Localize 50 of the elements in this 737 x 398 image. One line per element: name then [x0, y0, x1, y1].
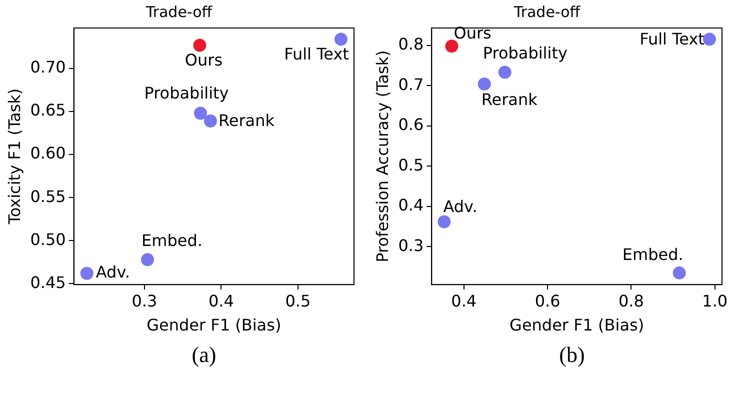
- x-axis-title: Gender F1 (Bias): [510, 316, 644, 335]
- chart-title: Trade-off: [144, 2, 213, 21]
- annotation: Probability: [144, 83, 229, 102]
- point: [478, 77, 491, 90]
- point: [672, 266, 686, 280]
- point: [445, 40, 458, 53]
- y-tick-label: 0.3: [398, 236, 424, 255]
- x-tick-label: 0.8: [618, 291, 644, 310]
- point: [141, 253, 154, 266]
- y-tick-label: 0.4: [398, 196, 424, 215]
- point: [204, 114, 217, 128]
- x-tick-label: 0.6: [534, 291, 560, 310]
- x-axis-title: Gender F1 (Bias): [146, 316, 282, 335]
- annotation: Adv.: [96, 262, 130, 282]
- point: [334, 32, 348, 46]
- y-axis-title: Toxicity F1 (Task): [4, 88, 24, 226]
- y-tick-label: 0.45: [30, 272, 66, 292]
- annotation: Ours: [184, 50, 223, 70]
- annotation: Probability: [482, 43, 568, 62]
- point: [438, 215, 451, 228]
- x-tick-label: 0.5: [285, 291, 311, 310]
- text: (b): [558, 342, 586, 368]
- text: (a): [190, 342, 218, 368]
- y-tick-label: 0.5: [398, 155, 424, 174]
- annotation: Rerank: [481, 90, 538, 110]
- point: [80, 266, 94, 280]
- point: [193, 38, 206, 52]
- y-tick-label: 0.6: [398, 115, 424, 134]
- y-tick-label: 0.50: [30, 230, 66, 249]
- x-tick-label: 0.4: [451, 291, 477, 310]
- annotation: Full Text: [640, 29, 704, 48]
- annotation: Ours: [454, 23, 492, 42]
- y-tick-label: 0.55: [30, 186, 66, 206]
- annotation: Embed.: [142, 230, 202, 250]
- x-tick-label: 1.0: [702, 291, 728, 310]
- y-tick-label: 0.8: [398, 34, 424, 54]
- y-tick-label: 0.7: [398, 74, 424, 94]
- y-axis-title: Profession Accuracy (Task): [372, 50, 392, 262]
- x-tick-label: 0.3: [132, 291, 158, 310]
- y-tick-label: 0.65: [30, 100, 66, 120]
- y-tick-label: 0.60: [30, 144, 66, 163]
- annotation: Embed.: [622, 245, 684, 264]
- y-tick-label: 0.70: [30, 58, 66, 77]
- chart-title: Trade-off: [512, 2, 581, 21]
- point: [498, 66, 512, 79]
- point: [194, 106, 207, 120]
- x-tick-label: 0.4: [208, 291, 234, 310]
- annotation: Full Text: [284, 44, 349, 64]
- annotation: Rerank: [218, 111, 276, 130]
- annotation: Adv.: [443, 196, 478, 216]
